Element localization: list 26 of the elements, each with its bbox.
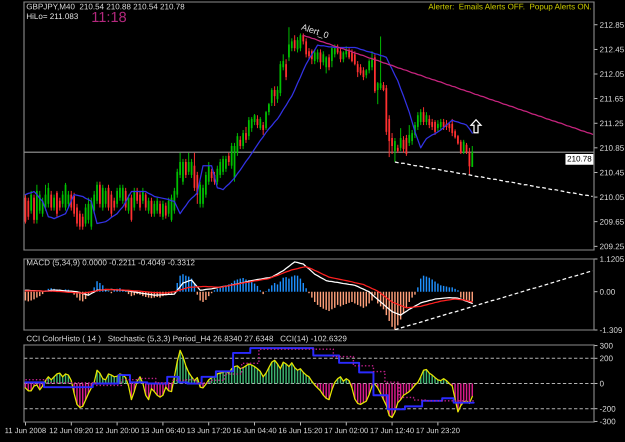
y-tick-label: 212.45 xyxy=(600,46,624,52)
y-tick-label: 210.85 xyxy=(600,145,624,151)
y-tick-label: -300 xyxy=(600,418,616,424)
y-tick-label: 212.85 xyxy=(600,22,624,28)
y-tick-label: 212.05 xyxy=(600,71,624,77)
y-tick-label: 211.25 xyxy=(600,120,624,126)
ref-line-label: 210.78 xyxy=(567,156,592,162)
y-tick-label: 211.65 xyxy=(600,96,624,102)
y-tick-label: 209.65 xyxy=(600,218,624,225)
y-tick-label: 0 xyxy=(600,380,604,386)
y-tick-label: 1.1205 xyxy=(600,256,624,262)
chart-title: CCI ColorHisto ( 14 ) Stochastic (5,3,3) Period_H4 26.8340 27.6348 CCI(14) -102.6329 xyxy=(26,335,346,343)
y-tick-label: 209.25 xyxy=(600,244,624,250)
chart-title: GBPJPY,M40 210.54 210.88 210.54 210.78 xyxy=(26,4,184,10)
chart-title: MACD (5,34,9) 0.0000 -0.2211 -0.4049 -0.3312 xyxy=(26,259,195,267)
y-tick-label: 210.45 xyxy=(600,170,624,176)
y-tick-label: -1.309 xyxy=(600,327,622,333)
y-tick-label: 200 xyxy=(600,356,613,362)
annotation: Alerter: Emails Alerts OFF. Popup Alerts ON. xyxy=(428,3,591,11)
annotation: HiLo= 211.083 xyxy=(26,13,78,20)
annotation: Alert_0 xyxy=(300,23,330,40)
y-tick-label: 210.05 xyxy=(600,194,624,200)
y-tick-label: 300 xyxy=(600,342,613,349)
y-tick-label: -200 xyxy=(600,406,616,412)
annotation: 11:18 xyxy=(92,12,126,22)
y-tick-label: 0.00 xyxy=(600,289,615,295)
